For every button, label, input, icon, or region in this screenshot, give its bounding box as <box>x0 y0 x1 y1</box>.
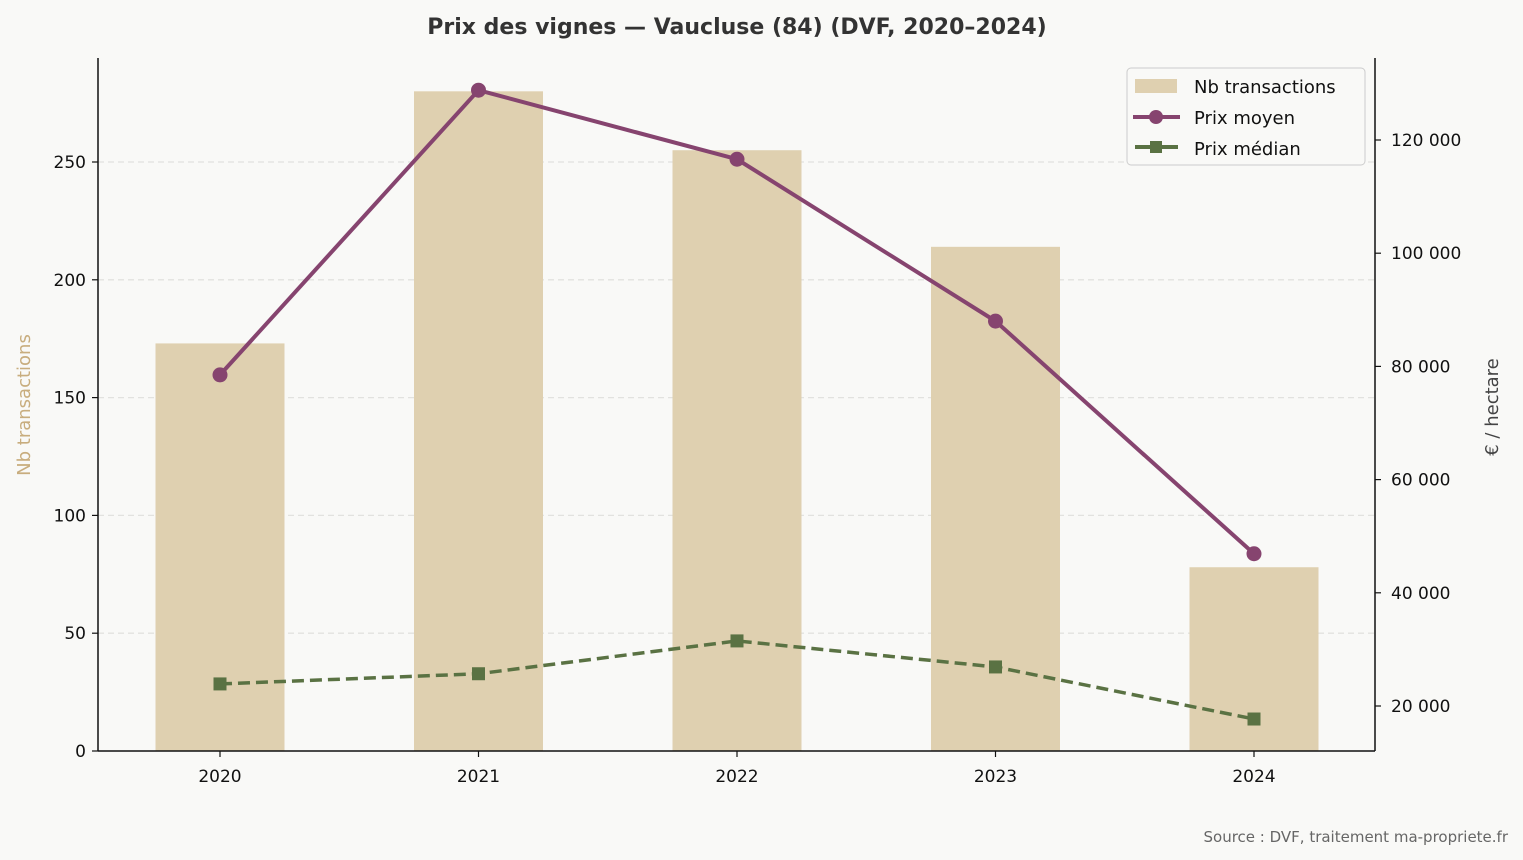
y-left-tick-label: 150 <box>54 389 86 409</box>
bars-nb-transactions <box>155 91 1319 752</box>
y-ticks-left: 0 50 100 150 200 250 <box>54 153 98 762</box>
x-tick-label: 2020 <box>198 767 241 787</box>
legend-box <box>1126 67 1366 166</box>
y-left-tick-label: 0 <box>75 742 86 762</box>
mean-marker-2023 <box>988 313 1003 329</box>
y-left-tick-label: 200 <box>54 271 86 291</box>
y-right-tick-label: 60 000 <box>1391 471 1450 491</box>
legend: Nb transactions Prix moyen Prix médian <box>1126 67 1366 166</box>
mean-marker-2020 <box>212 367 228 383</box>
y-left-tick-label: 250 <box>54 153 86 173</box>
y-right-tick-label: 80 000 <box>1391 357 1450 377</box>
x-tick-label: 2021 <box>457 767 500 787</box>
median-marker-2020 <box>213 677 227 691</box>
y-right-tick-label: 20 000 <box>1391 697 1450 717</box>
bar-2021 <box>414 91 543 751</box>
line-prix-moyen <box>212 82 1262 562</box>
mean-marker-2024 <box>1246 546 1262 562</box>
source-note: Source : DVF, traitement ma-propriete.fr <box>1204 828 1509 846</box>
median-marker-2022 <box>730 634 744 648</box>
x-tick-label: 2024 <box>1232 767 1275 787</box>
median-line <box>219 639 1255 721</box>
median-marker-2024 <box>1247 712 1261 726</box>
mean-marker-2021 <box>471 82 486 98</box>
legend-square-icon <box>1150 141 1162 153</box>
y-right-tick-label: 100 000 <box>1391 244 1461 264</box>
legend-label-prix-median: Prix médian <box>1194 139 1301 160</box>
bar-2022 <box>672 150 802 752</box>
y-left-tick-label: 50 <box>64 624 86 644</box>
line-prix-median <box>213 634 1261 726</box>
chart-title: Prix des vignes — Vaucluse (84) (DVF, 20… <box>427 15 1046 40</box>
y-axis-right-label: € / hectare <box>1482 358 1503 456</box>
x-tick-label: 2023 <box>974 767 1017 787</box>
median-marker-2021 <box>472 667 485 681</box>
legend-circle-icon <box>1149 110 1163 124</box>
legend-label-prix-moyen: Prix moyen <box>1194 108 1295 129</box>
x-ticks: 2020 2021 2022 2023 2024 <box>198 751 1276 787</box>
y-ticks-right: 20 000 40 000 60 000 80 000 100 000 120 000 <box>1375 131 1461 717</box>
y-right-tick-label: 40 000 <box>1391 584 1450 604</box>
legend-label-nb-transactions: Nb transactions <box>1194 77 1336 98</box>
y-right-tick-label: 120 000 <box>1391 131 1461 151</box>
mean-marker-2022 <box>729 151 745 167</box>
median-marker-2023 <box>989 660 1002 674</box>
y-left-tick-label: 100 <box>54 506 86 526</box>
x-tick-label: 2022 <box>715 767 758 787</box>
legend-swatch-bar <box>1135 79 1177 93</box>
y-axis-left-label: Nb transactions <box>14 334 35 476</box>
